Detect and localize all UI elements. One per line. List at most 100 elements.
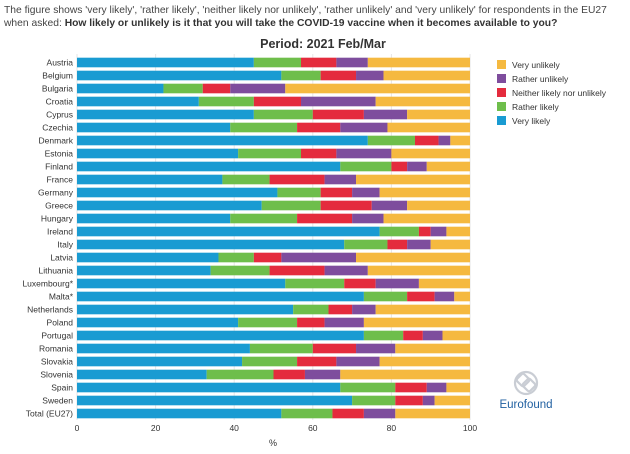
bar-austria-neither <box>301 57 337 68</box>
bar-luxembourg-neither <box>344 278 376 289</box>
bar-croatia-rather_likely <box>198 96 254 107</box>
bar-hungary-rather_unlikely <box>352 213 384 224</box>
bar-hungary-very_likely <box>77 213 231 224</box>
category-label: Total (EU27) <box>26 409 73 419</box>
category-label: Cyprus <box>46 110 73 120</box>
legend-label: Very likely <box>512 116 551 126</box>
legend-swatch-very_likely <box>497 116 506 125</box>
bar-cyprus-neither <box>312 109 364 120</box>
bar-romania-neither <box>312 343 357 354</box>
bar-luxembourg-very_unlikely <box>418 278 470 289</box>
x-tick-label: 0 <box>75 423 80 433</box>
bar-estonia-rather_likely <box>238 148 302 159</box>
bar-hungary-neither <box>297 213 353 224</box>
bar-romania-very_unlikely <box>395 343 470 354</box>
bar-croatia-very_unlikely <box>375 96 470 107</box>
bar-cyprus-very_likely <box>77 109 254 120</box>
bar-greece-very_likely <box>77 200 262 211</box>
category-label: Bulgaria <box>42 84 73 94</box>
bar-croatia-rather_unlikely <box>301 96 376 107</box>
bar-luxembourg-rather_unlikely <box>375 278 419 289</box>
bar-malta-rather_likely <box>363 291 408 302</box>
bar-portugal-very_unlikely <box>442 330 470 341</box>
description-text: The figure shows 'very likely', 'rather … <box>4 5 607 29</box>
bar-belgium-rather_unlikely <box>356 70 384 81</box>
bar-bulgaria-very_unlikely <box>285 83 470 94</box>
bar-belgium-neither <box>320 70 357 81</box>
category-label: Belgium <box>42 71 73 81</box>
category-label: Slovakia <box>41 357 73 367</box>
bar-germany-neither <box>320 187 353 198</box>
bar-romania-very_likely <box>77 343 250 354</box>
bar-austria-very_unlikely <box>367 57 470 68</box>
legend: Very unlikely Rather unlikely Neither like… <box>497 60 607 126</box>
chart-title: Period: 2021 Feb/Mar <box>260 37 386 51</box>
category-label: Ireland <box>47 227 73 237</box>
bar-spain-rather_unlikely <box>426 382 447 393</box>
bar-slovenia-very_likely <box>77 369 207 380</box>
bar-greece-rather_unlikely <box>371 200 408 211</box>
bar-hungary-rather_likely <box>230 213 298 224</box>
figure-description: The figure shows 'very likely', 'rather … <box>4 4 624 30</box>
bar-netherlands-rather_unlikely <box>352 304 376 315</box>
bar-latvia-very_likely <box>77 252 219 263</box>
bar-slovakia-very_likely <box>77 356 243 367</box>
bar-finland-rather_likely <box>340 161 392 172</box>
bar-netherlands-neither <box>328 304 353 315</box>
bar-lithuania-neither <box>269 265 325 276</box>
bar-total-eu27-very_unlikely <box>395 408 470 419</box>
bar-croatia-neither <box>253 96 302 107</box>
category-label: Austria <box>47 58 74 68</box>
category-label: France <box>47 175 74 185</box>
legend-swatch-neither <box>497 88 506 97</box>
category-label: Poland <box>47 318 74 328</box>
category-label: Czechia <box>42 123 73 133</box>
bar-czechia-very_likely <box>77 122 231 133</box>
bar-austria-very_likely <box>77 57 254 68</box>
bar-lithuania-very_likely <box>77 265 211 276</box>
category-label: Italy <box>57 240 73 250</box>
legend-swatch-rather_unlikely <box>497 74 506 83</box>
bar-germany-rather_likely <box>277 187 321 198</box>
bar-total-eu27-rather_likely <box>281 408 333 419</box>
bar-denmark-very_likely <box>77 135 368 146</box>
bar-czechia-rather_likely <box>230 122 298 133</box>
bar-slovakia-neither <box>297 356 337 367</box>
bar-ireland-very_likely <box>77 226 380 237</box>
bar-poland-rather_unlikely <box>324 317 364 328</box>
bar-latvia-rather_likely <box>218 252 254 263</box>
bar-italy-rather_unlikely <box>407 239 431 250</box>
bar-spain-very_likely <box>77 382 341 393</box>
legend-label: Rather likely <box>512 102 560 112</box>
x-axis-label: % <box>269 438 277 448</box>
bar-netherlands-very_unlikely <box>375 304 470 315</box>
category-label: Slovenia <box>40 370 73 380</box>
bar-belgium-very_likely <box>77 70 282 81</box>
bar-sweden-neither <box>395 395 423 406</box>
category-label: Finland <box>45 162 73 172</box>
bar-portugal-neither <box>403 330 423 341</box>
bar-poland-very_unlikely <box>363 317 470 328</box>
x-tick-label: 60 <box>308 423 318 433</box>
bar-netherlands-rather_likely <box>293 304 329 315</box>
bar-finland-very_unlikely <box>426 161 470 172</box>
bar-sweden-very_unlikely <box>434 395 470 406</box>
bar-poland-rather_likely <box>238 317 298 328</box>
bar-malta-very_unlikely <box>454 291 470 302</box>
legend-swatch-rather_likely <box>497 102 506 111</box>
x-tick-label: 40 <box>229 423 239 433</box>
bar-finland-rather_unlikely <box>407 161 427 172</box>
category-label: Luxembourg* <box>22 279 73 289</box>
x-tick-label: 80 <box>387 423 397 433</box>
category-label: Latvia <box>50 253 73 263</box>
bar-germany-very_likely <box>77 187 278 198</box>
bar-france-neither <box>269 174 325 185</box>
bar-luxembourg-very_likely <box>77 278 286 289</box>
bar-malta-neither <box>407 291 435 302</box>
bar-bulgaria-rather_likely <box>163 83 203 94</box>
bar-estonia-neither <box>301 148 337 159</box>
bar-romania-rather_likely <box>249 343 313 354</box>
x-tick-label: 100 <box>463 423 477 433</box>
eurofound-emblem-icon <box>513 370 539 396</box>
bar-germany-very_unlikely <box>379 187 470 198</box>
